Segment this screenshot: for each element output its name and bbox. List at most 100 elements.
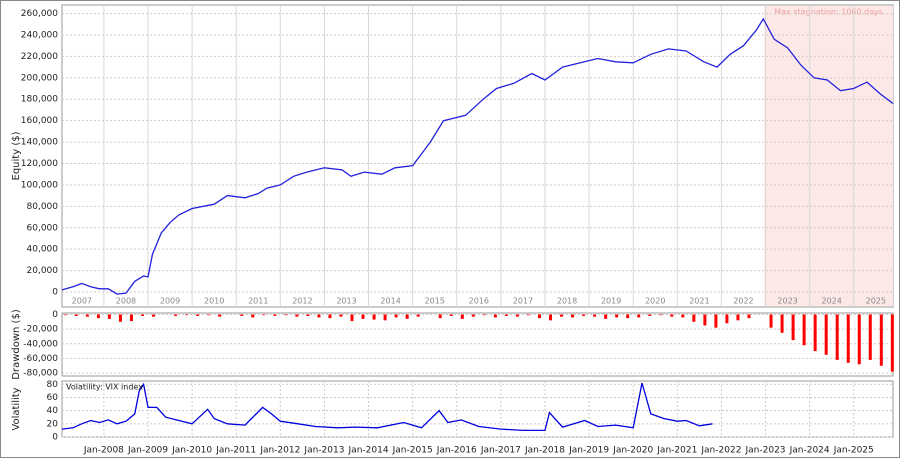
bar (802, 314, 806, 346)
x-tick-label: Jan-2011 (215, 446, 256, 456)
y-tick-label: -60,000 (23, 354, 58, 364)
x-tick-label: Jan-2018 (524, 446, 565, 456)
bar (317, 314, 321, 318)
bar (284, 314, 288, 316)
y-tick-label: 220,000 (21, 52, 58, 62)
bar (262, 314, 266, 316)
legend-label: Volatility: VIX index (66, 383, 143, 392)
x-tick-label: 2009 (160, 297, 180, 306)
x-tick-label: Jan-2013 (303, 446, 344, 456)
x-tick-label: Jan-2020 (612, 446, 653, 456)
bar (659, 314, 663, 316)
bar (560, 314, 564, 317)
bar (791, 314, 795, 341)
bar (152, 314, 156, 317)
bar (703, 314, 707, 326)
bar (174, 314, 178, 316)
x-tick-label: Jan-2012 (259, 446, 300, 456)
x-tick-label: Jan-2017 (480, 446, 521, 456)
bar (493, 314, 497, 318)
bar (372, 314, 376, 320)
y-tick-label: 260,000 (21, 9, 58, 19)
plot-frame (61, 312, 894, 377)
y-tick-label: 0 (52, 433, 58, 443)
bar (339, 314, 343, 317)
y-tick-label: 0 (52, 288, 58, 298)
stagnation-shade (764, 6, 893, 306)
bar (129, 314, 133, 322)
plot-frame (61, 4, 894, 308)
x-tick-label: Jan-2010 (171, 446, 212, 456)
bar (769, 314, 773, 328)
bar (85, 314, 89, 317)
bar (626, 314, 630, 319)
x-tick-label: 2021 (689, 297, 709, 306)
bar (504, 314, 508, 316)
bar (670, 314, 674, 317)
bar (835, 314, 839, 360)
bar (548, 314, 552, 321)
bar (63, 314, 67, 316)
bar (681, 314, 685, 318)
x-tick-label: Jan-2021 (656, 446, 697, 456)
bar (593, 314, 597, 317)
bar (515, 314, 519, 317)
bar (526, 314, 530, 316)
x-tick-label: Jan-2022 (700, 446, 741, 456)
bar (747, 314, 751, 319)
bar (306, 314, 310, 316)
bar (350, 314, 354, 322)
bar (857, 314, 861, 365)
bar (725, 314, 729, 324)
bar (207, 314, 211, 316)
y-tick-label: 40 (47, 406, 59, 416)
bar (251, 314, 255, 318)
line (61, 382, 713, 432)
bar (218, 314, 222, 317)
bar (460, 314, 464, 319)
y-tick-label: 20,000 (27, 266, 59, 276)
x-tick-label: 2025 (866, 297, 886, 306)
bar (438, 314, 442, 319)
bar (714, 314, 718, 328)
x-tick-label: Jan-2019 (568, 446, 609, 456)
bar (471, 314, 475, 317)
bar (780, 314, 784, 333)
x-tick-label: 2014 (380, 297, 400, 306)
x-tick-label: 2017 (513, 297, 533, 306)
plot-frame (61, 380, 894, 438)
y-tick-label: 100,000 (21, 180, 58, 190)
bar (295, 314, 299, 317)
y-tick-label: 160,000 (21, 116, 58, 126)
x-tick-label: 2012 (292, 297, 312, 306)
y-tick-label: 20 (47, 419, 59, 429)
annotation: Max stagnation: 1060 days (774, 8, 883, 17)
bar (868, 314, 872, 360)
bar (196, 314, 200, 316)
bar (240, 314, 244, 316)
bar (537, 314, 541, 319)
x-tick-label: Jan-2015 (392, 446, 433, 456)
y-tick-label: 180,000 (21, 95, 58, 105)
y-tick-label: -20,000 (23, 325, 58, 335)
y-tick-label: 60,000 (27, 223, 59, 233)
y-tick-label: 200,000 (21, 73, 58, 83)
bar (449, 314, 453, 316)
bar (890, 314, 894, 372)
x-tick-label: 2022 (733, 297, 753, 306)
y-tick-label: 120,000 (21, 159, 58, 169)
x-tick-label: 2011 (248, 297, 268, 306)
x-tick-label: 2007 (72, 297, 92, 306)
x-tick-label: Jan-2025 (833, 446, 874, 456)
x-tick-label: 2013 (336, 297, 356, 306)
bar (582, 314, 586, 316)
x-tick-label: 2010 (204, 297, 224, 306)
y-tick-label: 60 (47, 393, 59, 403)
bar (405, 314, 409, 319)
bar (604, 314, 608, 319)
x-tick-label: Jan-2009 (127, 446, 168, 456)
y-axis-title: Drawdown ($) (11, 309, 22, 380)
line (61, 17, 894, 295)
x-tick-label: Jan-2008 (83, 446, 124, 456)
x-tick-label: 2020 (645, 297, 665, 306)
